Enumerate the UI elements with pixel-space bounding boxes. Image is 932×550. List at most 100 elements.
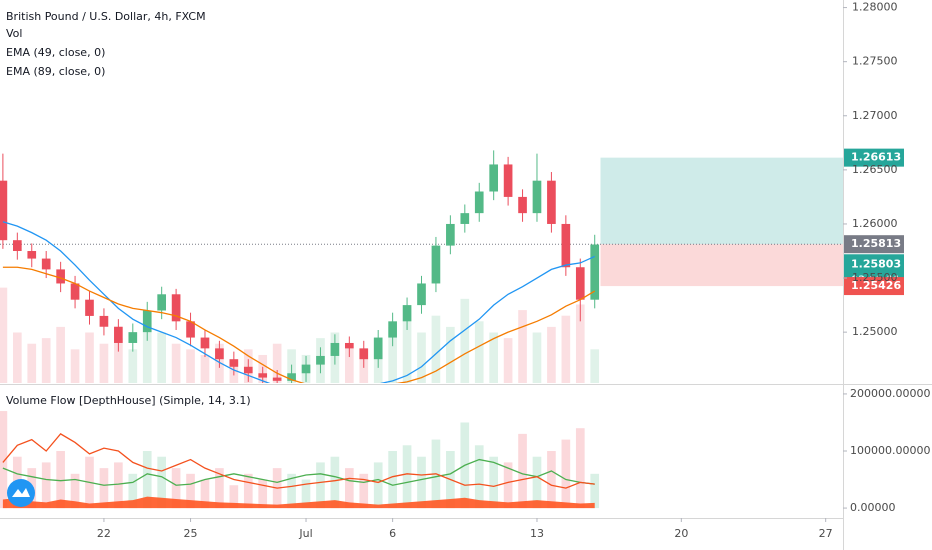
price-tag-label: 1.25803 xyxy=(851,257,901,270)
candle-body xyxy=(258,373,268,378)
flow-line xyxy=(2,458,595,486)
candle-body xyxy=(142,310,152,333)
legend-entry: Vol xyxy=(6,27,22,40)
flow-volume-bar xyxy=(561,439,571,509)
candle-body xyxy=(431,245,441,284)
candle-body xyxy=(330,342,340,356)
flow-volume-bar xyxy=(474,445,484,509)
flow-volume-bar xyxy=(70,473,80,509)
volume-bar xyxy=(114,338,123,383)
main-pane xyxy=(0,150,843,383)
flow-volume-bar xyxy=(186,473,195,509)
volume-bar xyxy=(56,326,65,383)
y-tick-label: 1.27000 xyxy=(852,109,898,122)
volume-bar xyxy=(0,287,8,383)
price-tag xyxy=(844,235,904,254)
loss-zone xyxy=(600,244,843,287)
flow-volume-bar xyxy=(243,473,253,509)
candle-body xyxy=(114,326,123,343)
candle-body xyxy=(0,180,8,241)
x-tick-label: 6 xyxy=(389,527,396,540)
volume-bar xyxy=(474,321,484,383)
x-tick-label: 27 xyxy=(819,527,833,540)
candle-body xyxy=(128,332,138,343)
flow-volume-bar xyxy=(373,462,383,509)
y-tick-label: 1.27500 xyxy=(852,55,898,68)
x-tick-label: 22 xyxy=(97,527,111,540)
volume-bar xyxy=(70,349,80,383)
volume-bar xyxy=(128,349,138,383)
ema-line xyxy=(2,221,595,383)
y-tick-label: 1.25000 xyxy=(852,325,898,338)
candle-body xyxy=(157,294,167,311)
volume-bar xyxy=(41,338,51,383)
candle-body xyxy=(518,196,527,214)
candle-body xyxy=(590,244,600,300)
candle-body xyxy=(532,180,542,214)
volume-bar xyxy=(12,332,22,383)
candle-body xyxy=(417,283,426,306)
volume-bar xyxy=(344,343,354,383)
price-tag-label: 1.26613 xyxy=(851,151,901,164)
volume-bar xyxy=(99,343,109,383)
candle-body xyxy=(503,164,513,197)
volume-bar xyxy=(489,332,499,383)
volume-bar xyxy=(85,332,94,383)
candle-body xyxy=(12,240,22,252)
flow-volume-bar xyxy=(489,456,499,509)
candle-body xyxy=(301,364,311,374)
candle-body xyxy=(547,180,556,224)
flow-volume-bar xyxy=(575,428,585,509)
candle-body xyxy=(388,321,397,338)
candle-body xyxy=(99,315,109,327)
price-tag xyxy=(844,277,904,296)
flow-volume-bar xyxy=(200,479,210,509)
flow-volume-bar xyxy=(402,445,412,509)
volume-bar xyxy=(532,332,542,383)
candle-body xyxy=(489,164,499,192)
flow-volume-bar xyxy=(215,468,224,509)
legend-entry: EMA (49, close, 0) xyxy=(6,46,105,59)
volume-bar xyxy=(446,326,455,383)
volume-bar xyxy=(503,338,513,383)
logo[interactable] xyxy=(7,479,35,507)
flow-pane xyxy=(0,411,600,509)
volume-bar xyxy=(561,315,571,383)
y-tick-label: 1.28000 xyxy=(852,1,898,14)
volume-bar xyxy=(417,332,426,383)
volume-bar xyxy=(431,315,441,383)
candle-body xyxy=(446,223,455,246)
flow-volume-bar xyxy=(330,456,340,509)
volume-bar xyxy=(27,343,37,383)
flow-volume-bar xyxy=(41,462,51,509)
candle-body xyxy=(215,348,224,360)
axes: 1.28000 1.27500 1.27000 1.26500 1.26000 1.255… xyxy=(97,1,931,540)
x-tick-label: 13 xyxy=(530,527,544,540)
candle-body xyxy=(200,337,210,349)
volume-bar xyxy=(142,326,152,383)
y-tick-label: 1.26500 xyxy=(852,163,898,176)
volume-bar xyxy=(590,349,600,383)
candle-body xyxy=(402,305,412,322)
price-tag xyxy=(844,148,904,167)
flow-volume-bar xyxy=(56,451,65,509)
flow-volume-bar xyxy=(99,468,109,509)
candle-body xyxy=(85,299,94,316)
profit-zone xyxy=(600,157,843,245)
flow-volume-bar xyxy=(171,468,181,509)
x-tick-label: 25 xyxy=(184,527,198,540)
candle-body xyxy=(474,191,484,214)
candle-body xyxy=(561,223,571,268)
flow-volume-bar xyxy=(518,433,527,509)
candle-body xyxy=(272,377,282,381)
volume-bar xyxy=(547,326,556,383)
flow-volume-bar xyxy=(388,451,397,509)
candle-body xyxy=(243,366,253,374)
candle-body xyxy=(229,359,239,367)
x-tick-label: Jul xyxy=(298,527,312,540)
volume-bar xyxy=(575,304,585,383)
flow-volume-bar xyxy=(344,468,354,509)
